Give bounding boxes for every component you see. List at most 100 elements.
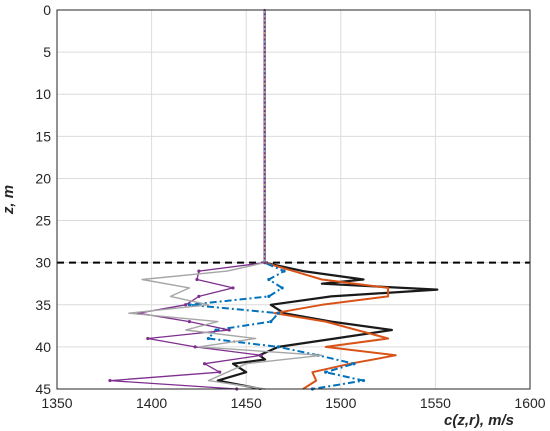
series-line — [188, 10, 365, 390]
series-point — [263, 46, 266, 50]
x-tick-label: 1500 — [325, 395, 356, 411]
series-point — [206, 336, 210, 341]
series-point — [263, 51, 266, 54]
series-point — [197, 269, 201, 273]
series-point — [263, 126, 266, 130]
series-point — [263, 42, 266, 45]
series-point — [263, 13, 266, 16]
y-tick-label: 15 — [35, 128, 51, 144]
plot-frame — [56, 9, 531, 390]
series-point — [280, 286, 284, 290]
series-point — [263, 189, 266, 193]
series-point — [263, 143, 266, 146]
series-line — [263, 10, 397, 390]
series-point — [263, 147, 266, 151]
x-axis-label: c(z,r), m/s — [444, 412, 514, 429]
series-point — [263, 131, 266, 134]
series-point — [197, 294, 201, 298]
series-point — [263, 194, 266, 197]
y-tick-labels: 0 5 10 15 20 25 30 35 40 45 — [35, 2, 51, 397]
series-point — [263, 97, 266, 100]
series-point — [263, 248, 266, 252]
series-point — [263, 114, 266, 117]
series-point — [269, 320, 273, 324]
series-point — [263, 177, 266, 180]
series-point — [263, 219, 266, 222]
series-point — [263, 118, 266, 121]
y-axis-label: z, m — [0, 185, 17, 215]
series-point — [263, 122, 266, 125]
series-point — [202, 362, 207, 366]
series-point — [263, 185, 266, 188]
series-point — [263, 232, 266, 235]
series-point — [263, 164, 266, 167]
series-point — [263, 139, 266, 142]
y-tick-label: 40 — [35, 339, 51, 355]
y-tick-label: 20 — [35, 170, 51, 186]
series-point — [263, 223, 266, 226]
series-point — [187, 320, 192, 324]
series-point — [263, 168, 266, 172]
series-point — [263, 34, 266, 37]
series-point — [263, 29, 266, 33]
series-5 — [128, 10, 323, 390]
series-point — [263, 21, 266, 24]
series-point — [263, 72, 266, 75]
series-point — [263, 236, 266, 239]
series-point — [263, 63, 266, 66]
x-tick-label: 1550 — [420, 395, 451, 411]
series-line — [216, 10, 439, 391]
series-point — [361, 378, 366, 383]
series-point — [267, 277, 271, 282]
x-tick-labels: 1350 1400 1450 1500 1550 1600 — [41, 395, 545, 411]
series-point — [263, 156, 266, 159]
y-tick-label: 5 — [43, 44, 51, 60]
y-tick-label: 45 — [35, 381, 51, 397]
series-point — [193, 345, 197, 349]
y-tick-label: 0 — [43, 2, 51, 18]
series-point — [263, 261, 266, 264]
series-point — [263, 84, 266, 87]
series-4 — [108, 10, 267, 391]
series-point — [263, 152, 266, 155]
series-point — [263, 101, 266, 104]
series-point — [263, 215, 266, 218]
series-point — [227, 328, 231, 332]
series-point — [263, 67, 266, 71]
series-point — [282, 269, 286, 273]
series-point — [263, 257, 266, 260]
series-point — [146, 336, 150, 341]
series-point — [263, 93, 266, 96]
series-point — [195, 277, 199, 282]
series-point — [263, 88, 266, 92]
x-tick-label: 1350 — [41, 395, 72, 411]
x-tick-label: 1400 — [136, 395, 167, 411]
series-point — [263, 76, 266, 79]
series-point — [276, 345, 280, 349]
series-point — [263, 173, 266, 176]
series-point — [263, 253, 266, 256]
series-point — [263, 17, 266, 20]
series-point — [263, 244, 266, 247]
y-tick-label: 35 — [35, 297, 51, 313]
series-point — [263, 198, 266, 201]
series-point — [263, 135, 266, 138]
series-2 — [263, 10, 397, 390]
series-point — [231, 286, 235, 290]
series-point — [267, 294, 271, 298]
series-point — [263, 80, 266, 83]
series-point — [263, 59, 266, 62]
y-tick-label: 25 — [35, 213, 51, 229]
series-point — [259, 353, 263, 357]
x-tick-label: 1450 — [231, 395, 262, 411]
series-point — [263, 25, 266, 28]
series-point — [263, 38, 266, 41]
series-point — [218, 370, 222, 374]
series-point — [187, 303, 192, 307]
series-group — [108, 8, 439, 391]
series-point — [276, 311, 280, 315]
series-point — [263, 160, 266, 163]
series-point — [263, 181, 266, 184]
